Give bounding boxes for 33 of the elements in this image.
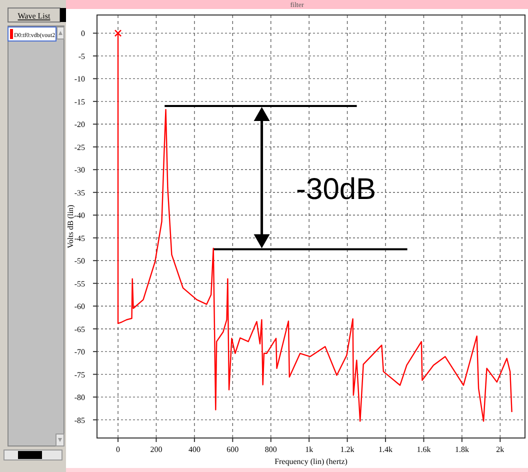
x-tick-label: 1.8k — [454, 445, 469, 454]
annotation: -30dB — [296, 173, 376, 206]
y-tick-label: -85 — [74, 416, 85, 425]
x-axis-title: Frequency (lin) (hertz) — [274, 457, 348, 466]
y-tick-label: -15 — [74, 97, 85, 106]
y-tick-label: -20 — [74, 120, 85, 130]
y-tick-label: -80 — [74, 393, 85, 402]
y-tick-label: -75 — [74, 370, 85, 380]
x-tick-label: 600 — [226, 445, 239, 454]
y-tick-label: -25 — [74, 142, 85, 152]
y-tick-label: -45 — [74, 234, 85, 243]
y-tick-label: -50 — [74, 256, 85, 266]
y-tick-label: -60 — [74, 302, 85, 312]
x-tick-label: 2k — [496, 445, 504, 454]
x-tick-label: 800 — [264, 445, 277, 454]
x-tick-label: 1.4k — [378, 445, 393, 454]
y-tick-label: -70 — [74, 348, 85, 357]
x-tick-label: 400 — [188, 445, 200, 454]
y-tick-label: -10 — [74, 74, 85, 84]
x-tick-label: 1.6k — [416, 445, 431, 454]
y-tick-label: -30 — [74, 166, 85, 175]
y-tick-label: -35 — [74, 188, 85, 198]
y-axis-title: Volts dB (lin) — [66, 204, 75, 248]
y-tick-label: -55 — [74, 279, 85, 288]
y-tick-label: -5 — [78, 52, 85, 61]
y-tick-label: -65 — [74, 324, 85, 334]
y-tick-label: -40 — [74, 211, 85, 220]
x-tick-label: 0 — [116, 445, 120, 454]
x-tick-label: 200 — [150, 445, 162, 454]
x-tick-label: 1.2k — [340, 445, 354, 454]
y-tick-label: 0 — [81, 29, 85, 38]
legend-title: Wave List — [18, 12, 51, 20]
x-tick-label: 1k — [305, 445, 314, 454]
